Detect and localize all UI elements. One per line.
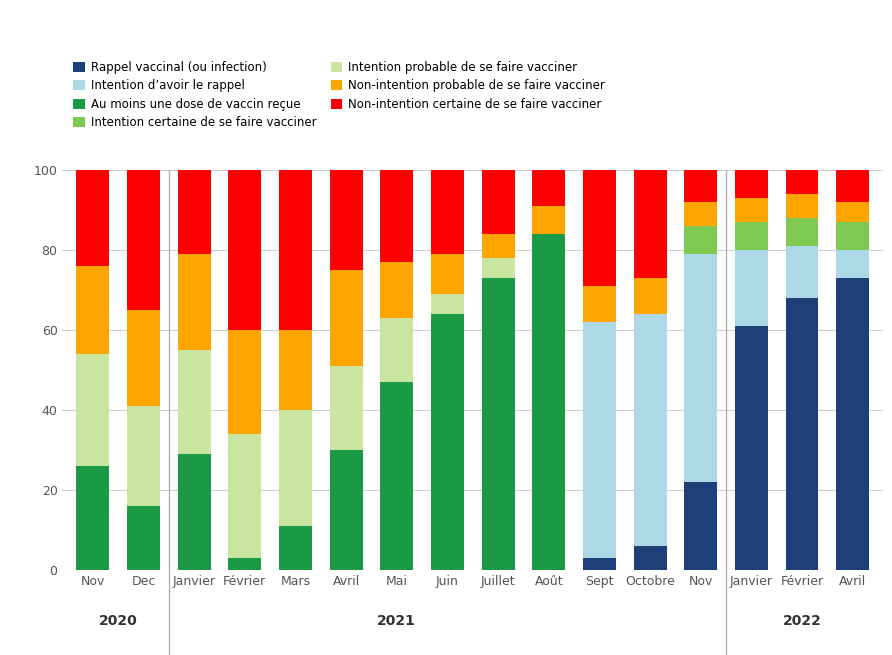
Bar <box>77 170 110 266</box>
Bar <box>786 246 819 298</box>
Bar <box>127 506 160 570</box>
Bar <box>380 382 413 570</box>
Bar <box>583 322 615 558</box>
Bar <box>330 450 362 570</box>
Bar <box>431 254 464 294</box>
Bar <box>77 266 110 354</box>
Bar <box>431 314 464 570</box>
Bar <box>330 366 362 450</box>
Text: 2020: 2020 <box>99 614 137 628</box>
Bar <box>836 202 869 222</box>
Bar <box>583 286 615 322</box>
Bar <box>482 278 515 570</box>
Bar <box>836 278 869 570</box>
Bar <box>735 170 768 198</box>
Bar <box>684 482 717 570</box>
Bar <box>684 254 717 482</box>
Bar <box>533 234 566 570</box>
Bar <box>786 298 819 570</box>
Bar <box>279 330 312 410</box>
Bar <box>228 558 261 570</box>
Bar <box>178 254 211 350</box>
Bar <box>583 558 615 570</box>
Bar <box>330 270 362 366</box>
Bar <box>279 410 312 526</box>
Text: 2022: 2022 <box>782 614 822 628</box>
Bar <box>735 326 768 570</box>
Bar <box>178 166 211 254</box>
Bar <box>633 170 666 278</box>
Bar <box>482 258 515 278</box>
Bar <box>836 222 869 250</box>
Bar <box>836 170 869 202</box>
Bar <box>836 250 869 278</box>
Bar <box>431 170 464 254</box>
Bar <box>482 234 515 258</box>
Bar <box>786 195 819 218</box>
Bar <box>786 170 819 195</box>
Bar <box>279 526 312 570</box>
Bar <box>127 406 160 506</box>
Bar <box>380 318 413 382</box>
Bar <box>684 226 717 254</box>
Bar <box>735 250 768 326</box>
Bar <box>533 170 566 206</box>
Bar <box>633 546 666 570</box>
Bar <box>127 170 160 310</box>
Bar <box>77 466 110 570</box>
Bar <box>684 202 717 226</box>
Bar <box>684 170 717 202</box>
Bar <box>735 222 768 250</box>
Bar <box>482 170 515 234</box>
Bar <box>228 170 261 330</box>
Text: 2021: 2021 <box>377 614 417 628</box>
Bar <box>127 310 160 406</box>
Bar <box>380 170 413 262</box>
Bar <box>633 314 666 546</box>
Bar <box>380 262 413 318</box>
Bar <box>583 170 615 286</box>
Bar <box>228 330 261 434</box>
Bar <box>533 206 566 234</box>
Bar <box>431 294 464 314</box>
Bar <box>633 278 666 314</box>
Bar <box>786 218 819 246</box>
Bar <box>228 434 261 558</box>
Bar <box>330 170 362 270</box>
Bar <box>735 198 768 222</box>
Legend: Rappel vaccinal (ou infection), Intention d’avoir le rappel, Au moins une dose d: Rappel vaccinal (ou infection), Intentio… <box>69 56 610 134</box>
Bar <box>178 454 211 570</box>
Bar <box>178 350 211 454</box>
Bar <box>77 354 110 466</box>
Bar <box>279 170 312 330</box>
